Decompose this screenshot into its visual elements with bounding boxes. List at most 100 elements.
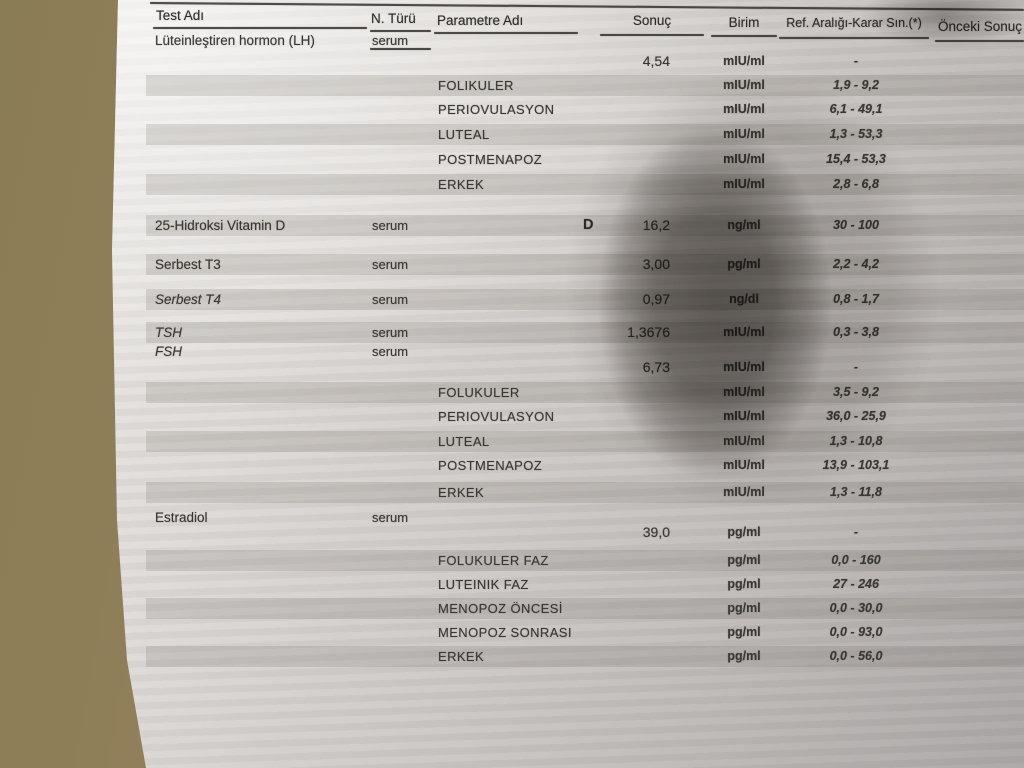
table-row: ERKEK pg/ml 0,0 - 56,0 [146, 646, 1024, 667]
column-header-parameter: Parametre Adı [437, 13, 524, 28]
sample-type-cell: serum [372, 510, 409, 525]
table-row: ERKEK mIU/ml 1,3 - 11,8 [146, 482, 1024, 503]
test-name-cell: Serbest T3 [155, 257, 221, 272]
parameter-cell: LUTEAL [438, 434, 490, 449]
ref-range-cell: 0,0 - 30,0 [829, 601, 883, 615]
table-row: POSTMENAPOZ mIU/ml 15,4 - 53,3 [146, 149, 1024, 170]
table-row: MENOPOZ SONRASI pg/ml 0,0 - 93,0 [146, 622, 1024, 643]
ref-range-cell: 0,3 - 3,8 [833, 325, 879, 339]
sample-type-cell: serum [372, 344, 409, 359]
unit-cell: pg/ml [727, 601, 761, 615]
parameter-cell: LUTEINIK FAZ [438, 577, 529, 592]
ref-range-cell: - [853, 360, 859, 374]
table-row: LUTEAL mIU/ml 1,3 - 10,8 [146, 431, 1024, 452]
parameter-cell: ERKEK [438, 485, 485, 500]
table-row: 4,54 mIU/ml - [146, 51, 1024, 72]
ref-range-cell: 0,0 - 160 [831, 553, 881, 567]
parameter-cell: POSTMENAPOZ [438, 152, 543, 167]
column-header-result: Sonuç [632, 13, 672, 28]
ref-range-cell: 13,9 - 103,1 [822, 458, 890, 472]
table-row: FOLUKULER mIU/ml 3,5 - 9,2 [146, 382, 1024, 403]
ref-range-cell: 1,3 - 10,8 [829, 434, 883, 448]
table-row: LUTEAL mIU/ml 1,3 - 53,3 [146, 124, 1024, 145]
ref-range-cell: - [853, 525, 859, 539]
column-header-previous: Önceki Sonuç [938, 19, 1023, 34]
table-row: FOLIKULER mIU/ml 1,9 - 9,2 [146, 75, 1024, 96]
test-name-cell: Serbest T4 [155, 292, 222, 307]
result-cell: 4,54 [642, 53, 670, 69]
ref-range-cell: - [853, 54, 859, 68]
table-row: MENOPOZ ÖNCESİ pg/ml 0,0 - 30,0 [146, 598, 1024, 619]
table-row: 6,73 mIU/ml - [146, 357, 1024, 378]
table-row: Lüteinleştiren hormon (LH) serum [146, 30, 1024, 51]
sample-header-underline [370, 30, 431, 32]
ref-range-cell: 1,9 - 9,2 [833, 78, 879, 92]
table-row: ERKEK mIU/ml 2,8 - 6,8 [146, 174, 1024, 195]
ref-range-cell: 30 - 100 [833, 218, 879, 232]
table-top-border [149, 2, 1024, 11]
result-cell: 16,2 [642, 217, 670, 233]
table-row: LUTEINIK FAZ pg/ml 27 - 246 [146, 574, 1024, 595]
column-header-sample: N. Türü [371, 11, 416, 26]
unit-cell: pg/ml [727, 649, 761, 663]
unit-cell: pg/ml [727, 577, 761, 591]
table-row: 39,0 pg/ml - [146, 522, 1024, 543]
ref-range-cell: 3,5 - 9,2 [833, 385, 879, 399]
table-row: Serbest T4 serum 0,97 ng/dl 0,8 - 1,7 [146, 289, 1024, 310]
previous-header-underline [935, 40, 1024, 42]
unit-header-underline [711, 35, 777, 37]
table-row: TSH serum 1,3676 mIU/ml 0,3 - 3,8 [146, 322, 1024, 343]
ref-range-cell: 0,8 - 1,7 [833, 292, 879, 306]
parameter-cell: PERIOVULASYON [438, 409, 555, 424]
sample-type-cell: serum [372, 257, 409, 272]
parameter-cell: FOLUKULER [438, 385, 520, 400]
ref-range-cell: 27 - 246 [833, 577, 879, 591]
column-header-unit: Birim [728, 15, 760, 30]
table-row: Estradiol serum [146, 507, 1024, 528]
result-cell: 0,97 [642, 291, 670, 307]
column-header-test: Test Adı [156, 8, 205, 23]
ref-range-cell: 2,2 - 4,2 [833, 257, 879, 271]
table-row: POSTMENAPOZ mIU/ml 13,9 - 103,1 [146, 455, 1024, 476]
parameter-cell: LUTEAL [438, 127, 490, 142]
result-cell: 1,3676 [627, 324, 670, 340]
table-row: Serbest T3 serum 3,00 pg/ml 2,2 - 4,2 [146, 254, 1024, 275]
test-name-cell: FSH [155, 344, 182, 359]
unit-cell: pg/ml [727, 625, 761, 639]
ref-header-underline [779, 37, 929, 39]
result-header-underline [600, 34, 704, 36]
parameter-cell: FOLUKULER FAZ [438, 553, 549, 568]
parameter-cell: MENOPOZ SONRASI [438, 625, 572, 640]
table-row: PERIOVULASYON mIU/ml 36,0 - 25,9 [146, 406, 1024, 427]
test-header-underline [153, 27, 367, 29]
result-cell: 39,0 [642, 524, 670, 540]
sample-type-cell: serum [372, 218, 409, 233]
table-row: FOLUKULER FAZ pg/ml 0,0 - 160 [146, 550, 1024, 571]
result-cell: 3,00 [642, 256, 670, 272]
test-name-cell: 25-Hidroksi Vitamin D [155, 218, 286, 233]
sample-type-cell: serum [372, 325, 409, 340]
ref-range-cell: 15,4 - 53,3 [826, 152, 886, 166]
ref-range-cell: 1,3 - 11,8 [830, 485, 882, 499]
sample-type-cell: serum [372, 292, 409, 307]
sample-type-cell: serum [372, 33, 409, 48]
test-name-cell: TSH [155, 325, 182, 340]
ref-range-cell: 6,1 - 49,1 [829, 102, 883, 116]
unit-cell: pg/ml [727, 553, 761, 567]
ref-range-cell: 1,3 - 53,3 [829, 127, 883, 141]
result-cell: 6,73 [642, 359, 670, 375]
unit-cell: mIU/ml [723, 54, 765, 68]
parameter-cell: ERKEK [438, 177, 485, 192]
table-row: PERIOVULASYON mIU/ml 6,1 - 49,1 [146, 99, 1024, 120]
parameter-cell: POSTMENAPOZ [438, 458, 543, 473]
table-row: FSH serum [146, 341, 1024, 362]
column-header-ref-range: Ref. Aralığı-Karar Sın.(*) [786, 16, 922, 30]
test-name-cell: Estradiol [155, 510, 208, 525]
parameter-cell: MENOPOZ ÖNCESİ [438, 601, 563, 616]
parameter-cell: ERKEK [438, 649, 485, 664]
first-row-serum-underline [370, 48, 431, 50]
parameter-cell: FOLIKULER [438, 78, 514, 93]
